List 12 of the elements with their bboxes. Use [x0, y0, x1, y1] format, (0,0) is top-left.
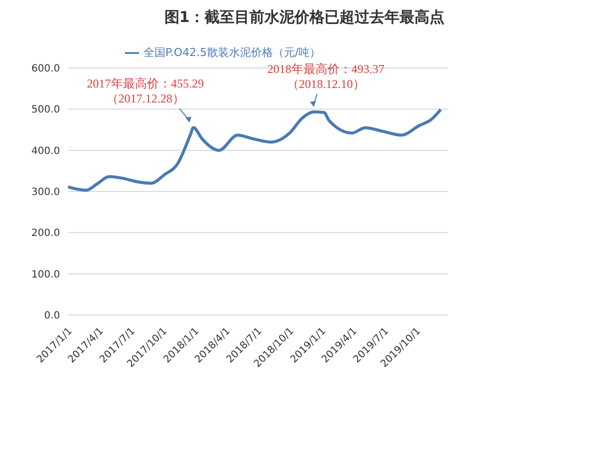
y-tick-label: 300.0	[31, 187, 60, 198]
y-tick-label: 400.0	[31, 146, 60, 157]
annotation: 2018年最高价：493.37 （2018.12.10）	[267, 62, 384, 91]
y-tick-label: 0.0	[44, 310, 60, 322]
legend-label: 全国P.O42.5散装水泥价格（元/吨）	[143, 46, 321, 59]
y-tick-label: 600.0	[31, 64, 60, 75]
annotation: 2017年最高价：455.29 （2017.12.28）	[86, 76, 204, 106]
y-tick-label: 200.0	[31, 228, 60, 240]
y-tick-label: 100.0	[31, 269, 60, 280]
y-tick-label: 500.0	[31, 104, 60, 116]
line-series	[68, 108, 442, 192]
chart-title: 图1：截至目前水泥价格已超过去年最高点	[163, 8, 446, 27]
